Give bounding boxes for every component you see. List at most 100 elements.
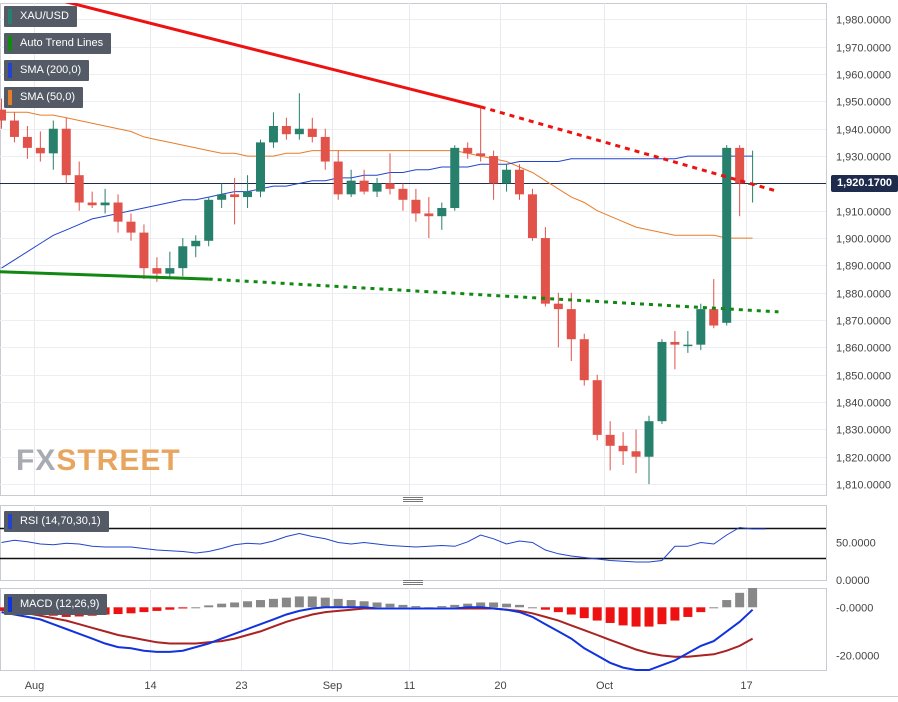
candle-bear xyxy=(735,145,745,217)
candle-body xyxy=(618,445,628,452)
candle-body xyxy=(178,246,188,269)
sma200-swatch xyxy=(8,63,12,78)
macd-hist-bar xyxy=(113,607,123,615)
candle-body xyxy=(566,309,576,340)
x-tick-label: Sep xyxy=(323,680,343,692)
price-tick-label: 1,890.0000 xyxy=(836,261,891,273)
candle-body xyxy=(74,175,84,203)
candle-body xyxy=(48,128,58,154)
macd-label[interactable]: MACD (12,26,9) xyxy=(4,594,108,615)
price-tick-label: 1,880.0000 xyxy=(836,289,891,301)
candle-body xyxy=(592,380,602,435)
watermark-fx: FX xyxy=(16,444,57,477)
candle-body xyxy=(670,341,680,345)
macd-hist-bar xyxy=(178,607,188,609)
candle-bull xyxy=(372,177,382,198)
price-tick-label: 1,960.0000 xyxy=(836,70,891,82)
macd-hist-bar xyxy=(476,602,486,608)
legend-sma50[interactable]: SMA (50,0) xyxy=(4,87,84,108)
candle-bull xyxy=(346,169,356,198)
rsi-tick-label: 50.0000 xyxy=(836,538,876,550)
macd-hist-bar xyxy=(657,607,667,625)
legend-sma50-label: SMA (50,0) xyxy=(20,91,76,103)
candle-body xyxy=(502,169,512,184)
candle-body xyxy=(644,421,654,457)
main-panel-frame xyxy=(0,3,827,496)
macd-hist-bar xyxy=(243,601,253,608)
x-tick-label: 20 xyxy=(494,680,506,692)
candle-bear xyxy=(398,183,408,211)
candle-bull xyxy=(722,145,732,326)
candle-body xyxy=(424,213,434,217)
candle-bull xyxy=(178,238,188,277)
candle-bull xyxy=(48,120,58,170)
price-tick-label: 1,970.0000 xyxy=(836,43,891,55)
macd-hist-bar xyxy=(463,603,473,608)
candle-body xyxy=(696,309,706,345)
candle-body xyxy=(385,183,395,189)
macd-hist-bar xyxy=(722,600,732,608)
macd-hist-bar xyxy=(696,607,706,613)
rsi-label[interactable]: RSI (14,70,30,1) xyxy=(4,511,109,532)
legend-sma200[interactable]: SMA (200,0) xyxy=(4,60,90,81)
candle-body xyxy=(333,161,343,195)
price-tick-label: 1,840.0000 xyxy=(836,398,891,410)
candle-bear xyxy=(515,164,524,200)
candle-bear xyxy=(424,197,434,239)
candle-bear xyxy=(113,194,123,233)
price-axis: 1,980.0000 1,970.0000 1,960.0000 1,950.0000… xyxy=(836,15,891,492)
candle-bear xyxy=(0,98,6,129)
rsi-plot: 50.0000 0.0000 xyxy=(0,526,876,587)
candle-body xyxy=(709,309,719,326)
candle-body xyxy=(631,451,641,457)
current-price-tag: 1,920.1700 xyxy=(831,175,898,192)
macd-hist-bar xyxy=(359,601,369,608)
macd-hist-bar xyxy=(515,604,524,608)
macd-hist-bar xyxy=(527,607,537,609)
x-tick-label: 23 xyxy=(235,680,247,692)
macd-hist-bar xyxy=(618,607,628,626)
candle-bear xyxy=(35,131,45,162)
price-tick-label: 1,900.0000 xyxy=(836,234,891,246)
macd-hist-bar xyxy=(333,598,343,608)
candle-body xyxy=(320,136,330,162)
candle-body xyxy=(398,188,408,200)
candle-body xyxy=(204,199,214,241)
price-tick-label: 1,850.0000 xyxy=(836,371,891,383)
candle-body xyxy=(243,191,253,198)
candle-body xyxy=(256,142,265,192)
macd-hist-bar xyxy=(152,607,162,611)
candle-bull xyxy=(256,139,265,198)
legend-trend[interactable]: Auto Trend Lines xyxy=(4,33,112,54)
candle-bear xyxy=(618,432,628,465)
macd-hist-bar xyxy=(307,596,317,608)
candle-body xyxy=(126,221,136,233)
candle-bear xyxy=(139,224,149,280)
candle-body xyxy=(683,344,693,347)
x-tick-label: 11 xyxy=(404,680,415,692)
candle-body xyxy=(217,194,227,200)
x-axis: Aug 14 23 Sep 11 20 Oct 17 xyxy=(25,680,753,692)
macd-hist-bar xyxy=(126,607,136,614)
candle-body xyxy=(540,238,550,304)
rsi-swatch xyxy=(8,514,12,529)
legend-symbol[interactable]: XAU/USD xyxy=(4,6,77,27)
candle-bear xyxy=(553,292,563,348)
price-tick-label: 1,810.0000 xyxy=(836,480,891,492)
macd-hist-bar xyxy=(191,607,201,609)
x-tick-label: 17 xyxy=(740,680,752,692)
candle-bear xyxy=(126,213,136,241)
macd-hist-bar xyxy=(592,607,602,621)
watermark-street: STREET xyxy=(56,444,181,477)
macd-hist-bar xyxy=(631,607,641,627)
candle-body xyxy=(100,202,110,206)
macd-hist-bar xyxy=(217,603,227,608)
candle-body xyxy=(346,180,356,195)
price-tick-label: 1,860.0000 xyxy=(836,343,891,355)
macd-hist-bar xyxy=(748,588,758,608)
candle-bear xyxy=(230,177,240,225)
main-plot xyxy=(0,3,779,485)
rsi-panel-frame xyxy=(0,505,827,581)
